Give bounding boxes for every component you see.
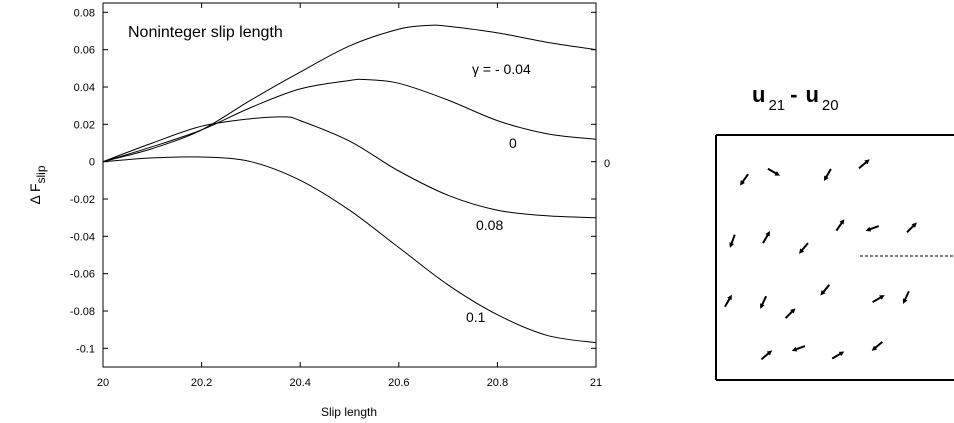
vector-arrow xyxy=(831,351,845,360)
vector-arrow xyxy=(865,225,880,232)
vector-arrow xyxy=(823,168,832,182)
title-sub-2: 20 xyxy=(822,97,839,114)
series-label-008: 0.08 xyxy=(476,217,503,233)
svg-text:Δ Fslip: Δ Fslip xyxy=(27,165,48,204)
series-line-1 xyxy=(102,78,597,163)
title-sep: - xyxy=(790,82,797,107)
vector-arrow xyxy=(902,290,910,304)
x-tick-label: 21 xyxy=(590,377,602,389)
vector-arrow xyxy=(858,159,870,170)
vector-arrow xyxy=(760,295,768,309)
vector-arrow xyxy=(835,219,845,232)
chart-title: Noninteger slip length xyxy=(128,24,283,41)
y-tick-label: -0.1 xyxy=(76,343,95,355)
vector-arrow xyxy=(871,341,884,351)
vector-field-panel: u 21- u 20 xyxy=(715,82,954,381)
vector-arrow xyxy=(872,295,885,303)
y-axis-label-sub: slip xyxy=(34,165,48,183)
vector-arrows xyxy=(724,159,917,361)
title-u-1: u xyxy=(752,82,765,107)
x-axis-ticks: 20 20.2 20.4 20.6 20.8 21 xyxy=(97,3,602,389)
vector-arrow xyxy=(762,230,770,244)
plot-frame xyxy=(102,2,597,368)
vector-arrow xyxy=(729,234,736,248)
y-tick-label: -0.02 xyxy=(70,194,95,206)
y-tick-label: 0.04 xyxy=(74,82,95,94)
y-tick-label: 0.02 xyxy=(74,119,95,131)
x-axis-label: Slip length xyxy=(321,405,377,419)
x-tick-label: 20 xyxy=(97,377,109,389)
y-tick-label: -0.04 xyxy=(70,231,95,243)
y-tick-label: 0.08 xyxy=(74,7,95,19)
vector-arrow xyxy=(820,284,831,296)
series-curves xyxy=(102,24,597,344)
series-line-2 xyxy=(102,116,597,219)
vector-arrow xyxy=(784,308,796,319)
vector-field-title: u 21- u 20 xyxy=(752,82,839,114)
series-label-01: 0.1 xyxy=(466,309,486,325)
x-tick-label: 20.4 xyxy=(289,377,310,389)
y-axis-ticks: 0.08 0.06 0.04 0.02 0 -0.02 -0.04 -0.06 -0.08 -0.… xyxy=(70,7,596,355)
vector-arrow xyxy=(798,242,809,254)
series-line-3 xyxy=(102,156,597,344)
series-label-gamma-neg004: γ = - 0.04 xyxy=(472,61,531,77)
x-tick-label: 20.2 xyxy=(191,377,212,389)
y-tick-label: -0.06 xyxy=(70,269,95,281)
vector-arrow xyxy=(760,350,773,361)
right-axis-zero-label: 0 xyxy=(604,158,610,170)
vector-arrow xyxy=(791,345,806,352)
title-sub-1: 21 xyxy=(768,97,785,114)
y-tick-label: -0.08 xyxy=(70,306,95,318)
y-axis-label-main: Δ F xyxy=(27,183,43,204)
y-tick-label: 0 xyxy=(89,157,95,169)
y-tick-label: 0.06 xyxy=(74,45,95,57)
x-tick-label: 20.8 xyxy=(487,377,508,389)
vector-arrow xyxy=(767,167,781,176)
title-u-2: u xyxy=(805,82,818,107)
series-label-0: 0 xyxy=(509,135,517,151)
y-axis-label: Δ Fslip xyxy=(27,165,48,204)
line-chart: 0.08 0.06 0.04 0.02 0 -0.02 -0.04 -0.06 -0.08 -0.… xyxy=(27,2,610,419)
vector-arrow xyxy=(724,294,732,308)
vector-arrow xyxy=(740,173,749,186)
x-tick-label: 20.6 xyxy=(388,377,409,389)
vector-arrow xyxy=(906,222,917,234)
